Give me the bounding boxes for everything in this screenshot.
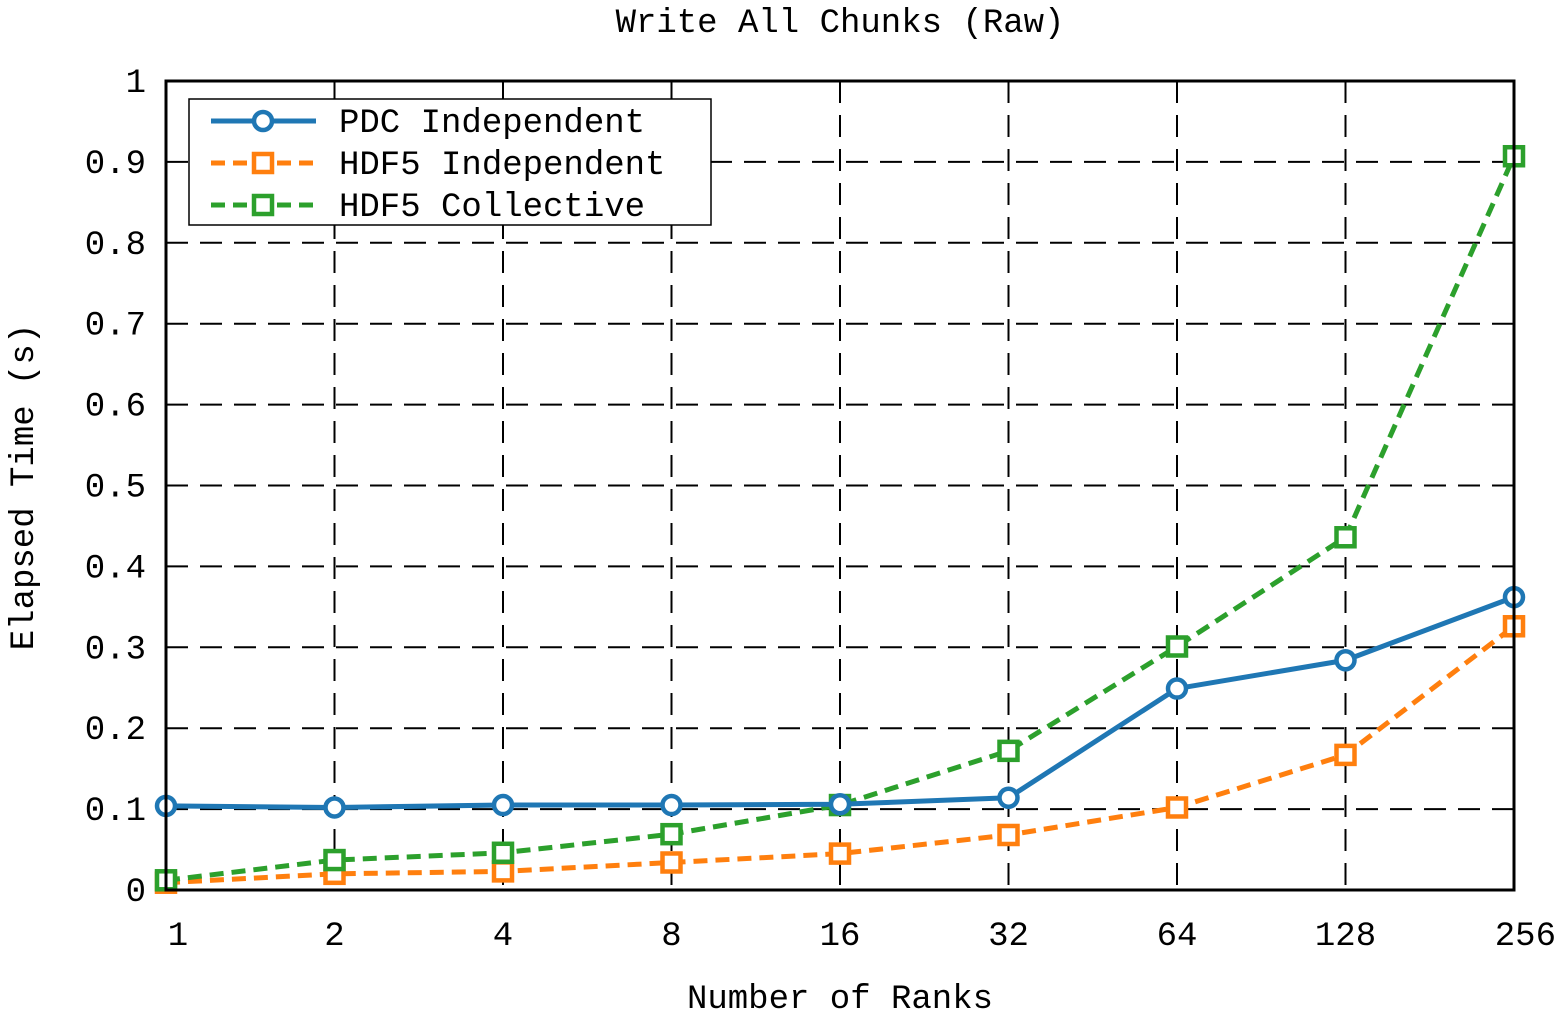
data-point xyxy=(660,822,683,846)
x-tick-label: 4 xyxy=(493,918,513,956)
data-point xyxy=(660,851,683,874)
y-tick-label: 0 xyxy=(126,874,146,912)
data-point xyxy=(1165,635,1189,658)
legend-item: HDF5 Collective xyxy=(211,189,645,227)
x-tick-label: 2 xyxy=(324,918,344,956)
data-point xyxy=(1334,526,1357,549)
x-tick-label: 16 xyxy=(820,918,861,956)
legend: PDC Independent HDF5 Independent HDF5 Coll… xyxy=(188,98,712,227)
y-tick-labels: 0 0.1 0.2 0.3 0.4 0.5 0.6 0.7 0.8 0.9 1 xyxy=(85,65,146,912)
x-tick-label: 128 xyxy=(1315,918,1376,956)
series-line xyxy=(165,155,1517,883)
data-point xyxy=(491,841,515,865)
data-point xyxy=(323,848,346,872)
data-point xyxy=(1165,796,1189,819)
x-tick-label: 256 xyxy=(1495,918,1556,956)
series-hdf5-independent xyxy=(154,615,1526,894)
y-tick-label: 0.3 xyxy=(85,631,146,669)
x-tick-label: 64 xyxy=(1157,918,1198,956)
x-tick-label: 32 xyxy=(988,918,1029,956)
y-tick-label: 0.6 xyxy=(85,389,146,427)
data-point xyxy=(1165,677,1189,700)
data-point xyxy=(997,786,1020,810)
data-point xyxy=(828,842,852,865)
data-point xyxy=(1334,648,1357,672)
x-axis-label: Number of Ranks xyxy=(687,981,993,1014)
y-tick-label: 0.4 xyxy=(85,550,146,588)
data-point xyxy=(660,793,683,817)
data-point xyxy=(997,739,1020,763)
x-tick-label: 1 xyxy=(168,918,188,956)
data-point xyxy=(828,792,852,816)
data-point xyxy=(491,793,515,817)
y-tick-label: 0.7 xyxy=(85,308,146,346)
x-tick-labels: 1 2 4 8 16 32 64 128 256 xyxy=(168,918,1556,956)
legend-label: HDF5 Independent xyxy=(339,147,665,185)
y-axis-label: Elapsed Time (s) xyxy=(6,324,44,650)
legend-item: HDF5 Independent xyxy=(211,147,665,185)
data-point xyxy=(491,860,515,883)
y-tick-label: 0.5 xyxy=(85,470,146,508)
x-tick-label: 8 xyxy=(661,918,681,956)
legend-label: PDC Independent xyxy=(339,105,645,143)
y-tick-label: 0.9 xyxy=(85,146,146,184)
chart-title: Write All Chunks (Raw) xyxy=(616,5,1065,43)
legend-label: HDF5 Collective xyxy=(339,189,645,227)
plot-frame xyxy=(164,79,1516,892)
data-point xyxy=(997,823,1020,847)
legend-marker xyxy=(251,151,275,175)
y-tick-label: 0.8 xyxy=(85,227,146,265)
y-tick-label: 0.2 xyxy=(85,712,146,750)
data-point xyxy=(323,796,346,819)
data-point xyxy=(1334,743,1357,767)
legend-marker xyxy=(251,193,275,217)
series-pdc-independent xyxy=(154,585,1526,819)
legend-item: PDC Independent xyxy=(211,105,645,143)
series-layer xyxy=(154,144,1526,894)
y-tick-label: 1 xyxy=(126,65,146,103)
legend-marker xyxy=(251,109,275,133)
y-tick-label: 0.1 xyxy=(85,793,146,831)
series-line xyxy=(165,624,1516,886)
